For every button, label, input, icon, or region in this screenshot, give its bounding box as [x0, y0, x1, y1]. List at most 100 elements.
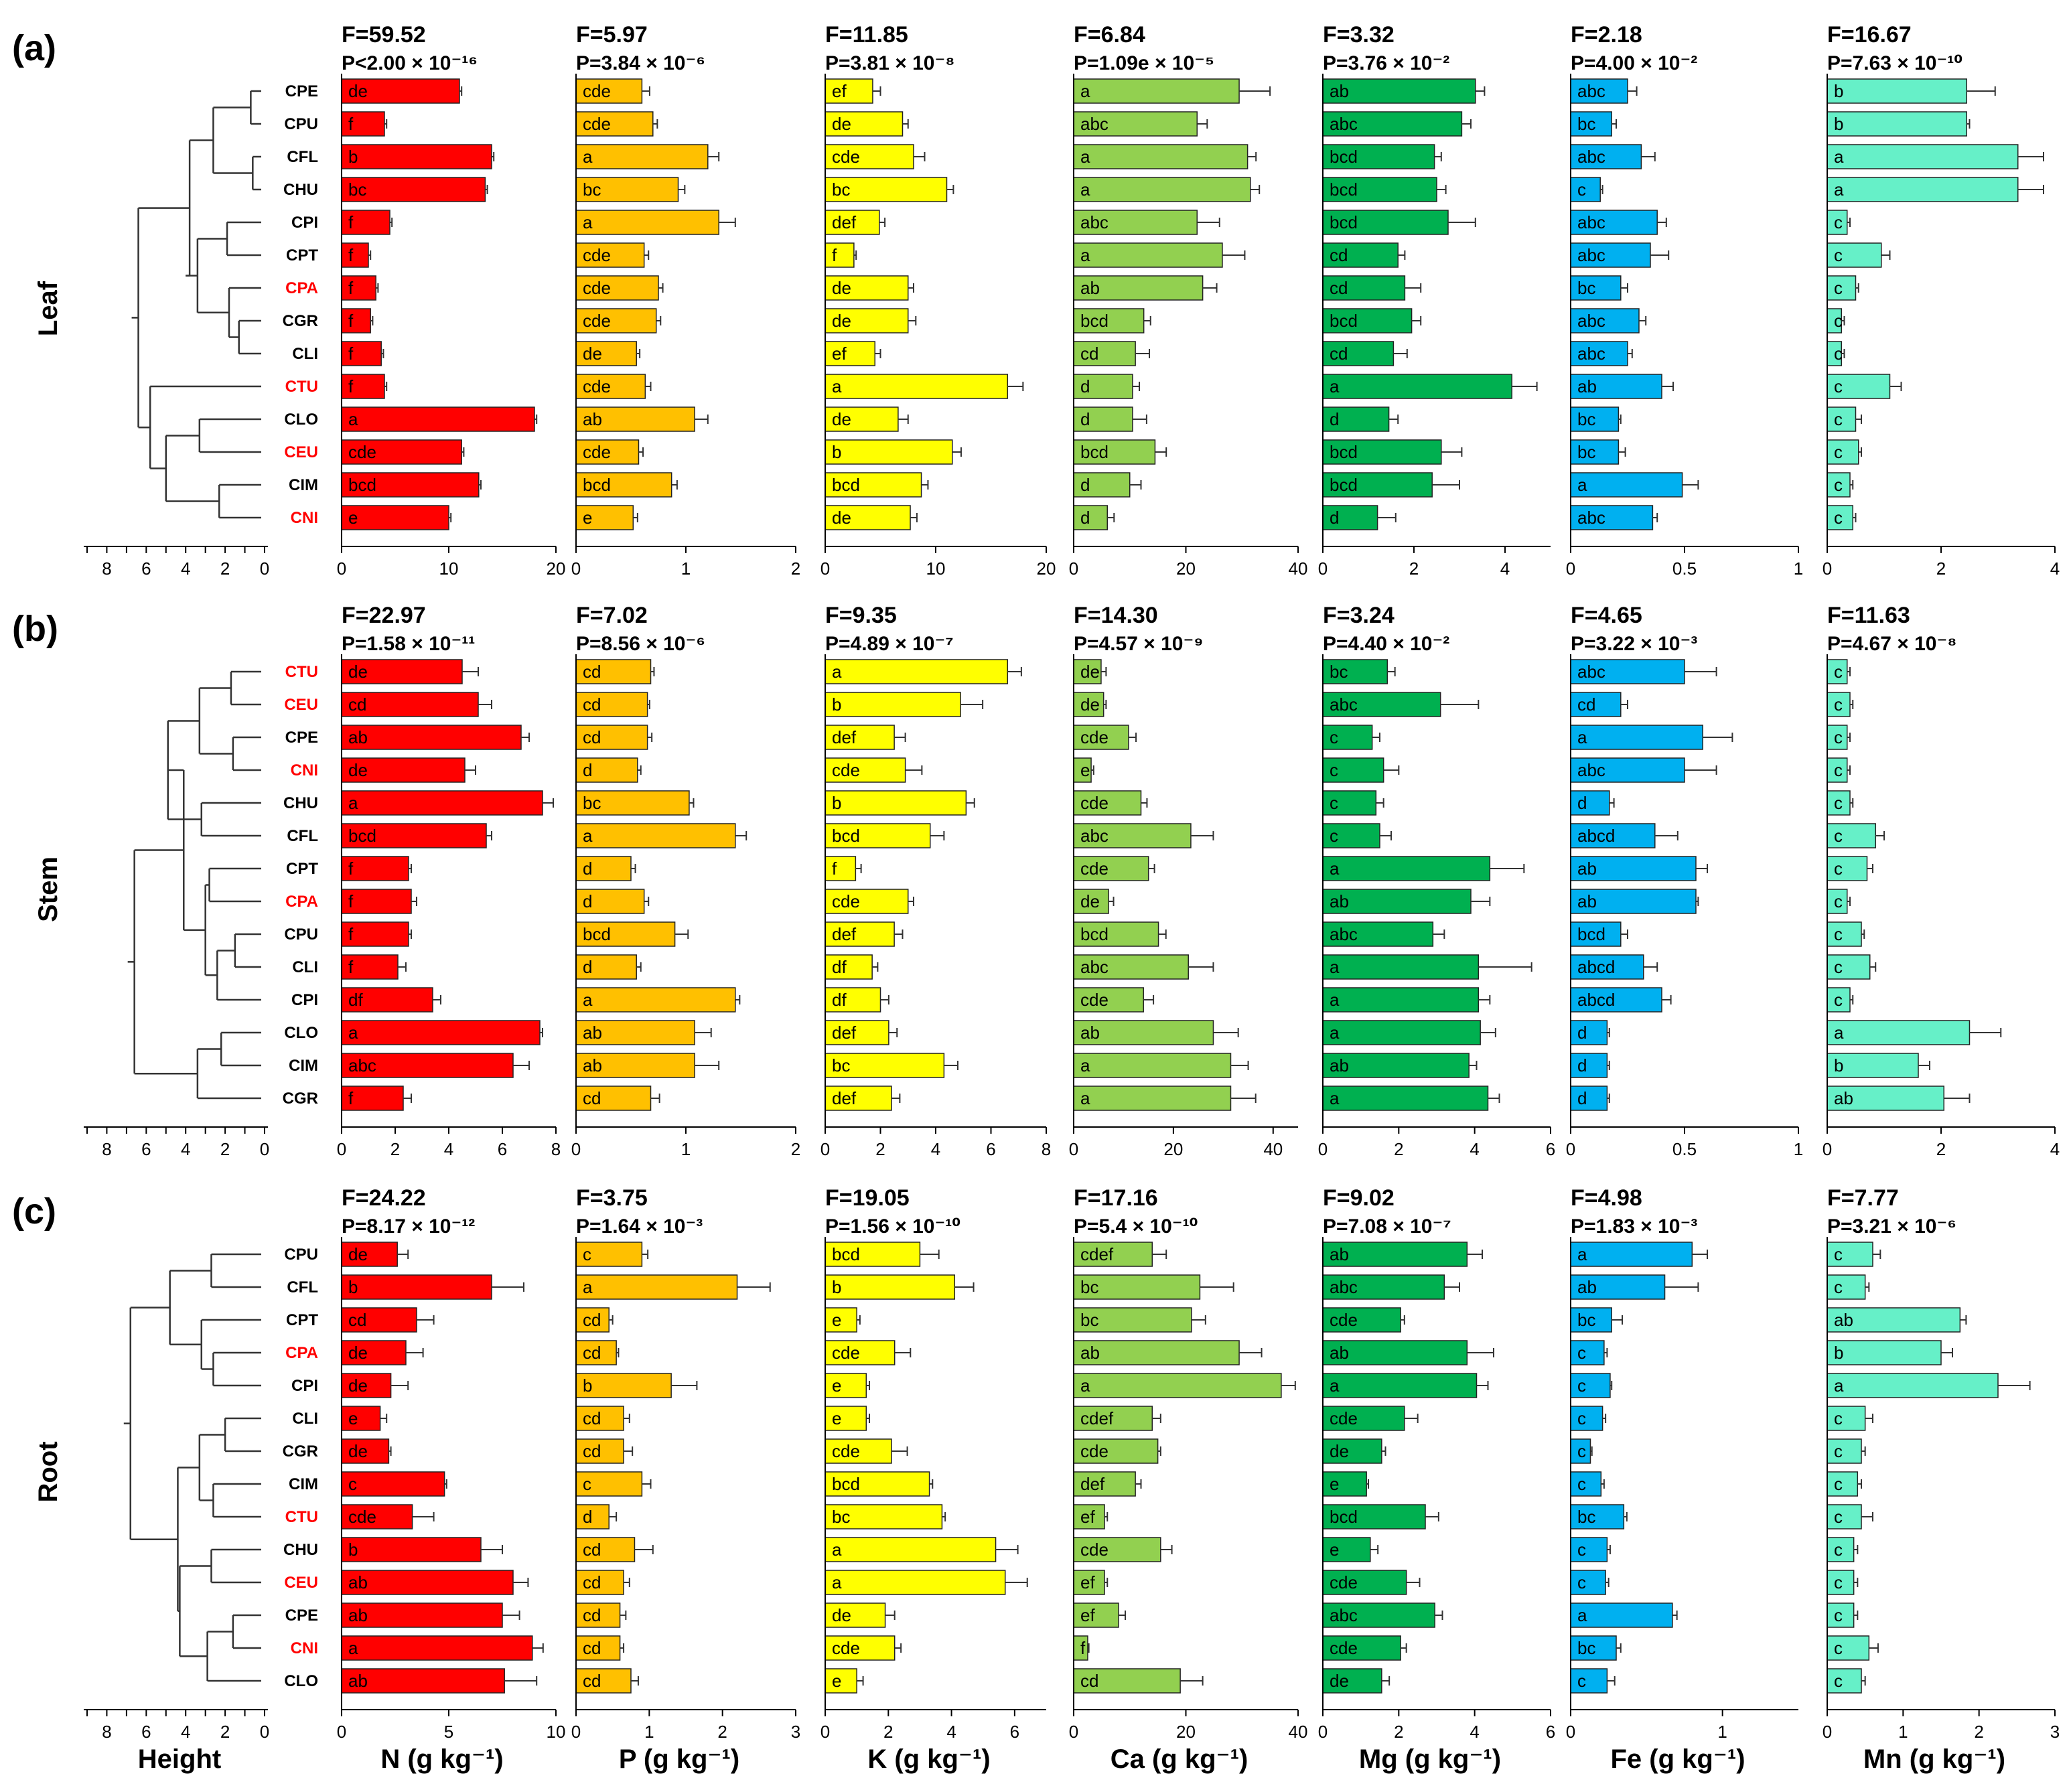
x-tick-label: 0.5	[1672, 1139, 1697, 1159]
significance-letter: d	[1577, 1055, 1587, 1075]
bar	[1073, 1668, 1181, 1694]
significance-letter: abc	[1330, 924, 1358, 944]
bar	[575, 374, 646, 399]
significance-letter: cde	[348, 442, 376, 462]
significance-letter: bcd	[1330, 212, 1358, 232]
x-tick-label: 0	[1069, 558, 1078, 579]
significance-letter: c	[1834, 278, 1843, 298]
significance-letter: bcd	[583, 924, 611, 944]
significance-letter: abc	[1577, 212, 1605, 232]
x-tick-label: 0	[337, 1139, 346, 1159]
bar	[1827, 1340, 1942, 1365]
bar	[825, 1053, 945, 1078]
species-label: CEU	[284, 443, 318, 461]
significance-letter: cde	[583, 442, 611, 462]
significance-letter: bcd	[832, 1474, 860, 1494]
species-label: CPI	[291, 991, 318, 1009]
stat-f: F=59.52	[342, 22, 426, 48]
significance-letter: a	[1577, 1605, 1587, 1625]
bar	[1570, 78, 1628, 104]
x-tick-label: 0	[337, 558, 346, 579]
x-tick-label: 2	[791, 558, 800, 579]
dendrogram-tick-label: 0	[260, 1139, 269, 1159]
significance-letter: de	[832, 278, 851, 298]
significance-letter: cd	[583, 727, 601, 747]
significance-letter: bcd	[348, 475, 376, 495]
bar	[1570, 177, 1601, 202]
stat-f: F=24.22	[342, 1185, 426, 1211]
bar	[341, 1406, 381, 1431]
dendrogram-tick-label: 8	[102, 1722, 111, 1742]
panel-root: (c) Root CPU CFL CPT CPA CPI CLI CGR CIM CTU CHU CEU…	[12, 1185, 2060, 1774]
species-label: CNI	[291, 1639, 318, 1657]
bar	[1570, 725, 1703, 750]
significance-letter: de	[1080, 662, 1100, 682]
bar	[825, 1570, 1006, 1595]
x-tick-label: 0	[1823, 1139, 1832, 1159]
significance-letter: d	[1080, 508, 1090, 528]
significance-letter: de	[583, 344, 602, 364]
x-tick-label: 4	[1470, 1139, 1479, 1159]
species-label: CLO	[284, 1672, 318, 1690]
organ-label: Leaf	[33, 281, 63, 336]
height-axis-label: Height	[138, 1744, 221, 1774]
significance-letter: c	[1834, 376, 1843, 396]
x-tick-label: 4	[2050, 558, 2060, 579]
significance-letter: bc	[832, 179, 850, 200]
bar	[341, 275, 376, 301]
significance-letter: bcd	[832, 826, 860, 846]
significance-letter: a	[348, 1638, 358, 1658]
significance-letter: e	[348, 508, 358, 528]
bar	[825, 790, 967, 816]
significance-letter: d	[583, 957, 592, 977]
significance-letter: c	[1834, 1474, 1843, 1494]
bar	[1827, 1373, 1999, 1398]
significance-letter: cd	[348, 694, 366, 715]
bar	[575, 1274, 738, 1300]
bar	[1827, 439, 1859, 465]
significance-letter: e	[832, 1310, 841, 1330]
significance-letter: cd	[583, 1638, 601, 1658]
significance-letter: ef	[832, 344, 847, 364]
species-label: CEU	[284, 696, 318, 714]
significance-letter: cde	[583, 245, 611, 265]
significance-letter: df	[348, 990, 363, 1010]
panel-label: (b)	[12, 609, 58, 649]
significance-letter: cde	[832, 891, 860, 911]
species-label: CTU	[285, 378, 318, 396]
bar	[575, 725, 648, 750]
stat-p: P=3.81 × 10⁻⁸	[825, 52, 955, 74]
significance-letter: c	[1834, 1244, 1843, 1264]
species-label: CHU	[283, 1541, 318, 1559]
bar	[1570, 1086, 1608, 1111]
significance-letter: c	[1330, 826, 1338, 846]
bar	[825, 341, 875, 366]
species-label: CPE	[285, 729, 318, 747]
significance-letter: c	[1834, 990, 1843, 1010]
dendrogram-tick-label: 2	[220, 1722, 230, 1742]
panel-leaf: (a) Leaf CPE CPU CFL CHU CPI CPT CPA CGR CLI CTU CLO…	[12, 22, 2060, 579]
significance-letter: b	[348, 1540, 358, 1560]
column-n: F=22.97P=1.58 × 10⁻¹¹decdabdeabcdffffdfa…	[337, 603, 561, 1159]
bar	[1073, 111, 1198, 137]
significance-letter: bc	[1080, 1310, 1098, 1330]
significance-letter: de	[348, 81, 368, 101]
bar	[1570, 1274, 1666, 1300]
dendrogram-tick-label: 2	[220, 1139, 230, 1159]
bar	[1570, 659, 1685, 684]
significance-letter: f	[348, 278, 354, 298]
significance-letter: ab	[1080, 1343, 1100, 1363]
organ-label: Stem	[33, 856, 63, 922]
significance-letter: f	[348, 311, 354, 331]
significance-letter: abc	[1330, 1277, 1358, 1297]
bar	[575, 1242, 643, 1267]
significance-letter: a	[1080, 1055, 1090, 1075]
bar	[341, 725, 522, 750]
x-tick-label: 2	[875, 1139, 885, 1159]
significance-letter: c	[1330, 760, 1338, 780]
x-tick-label: 1	[681, 558, 691, 579]
species-label: CPI	[291, 1377, 318, 1395]
x-tick-label: 0	[820, 1139, 830, 1159]
stat-p: P=1.64 × 10⁻³	[576, 1215, 703, 1238]
